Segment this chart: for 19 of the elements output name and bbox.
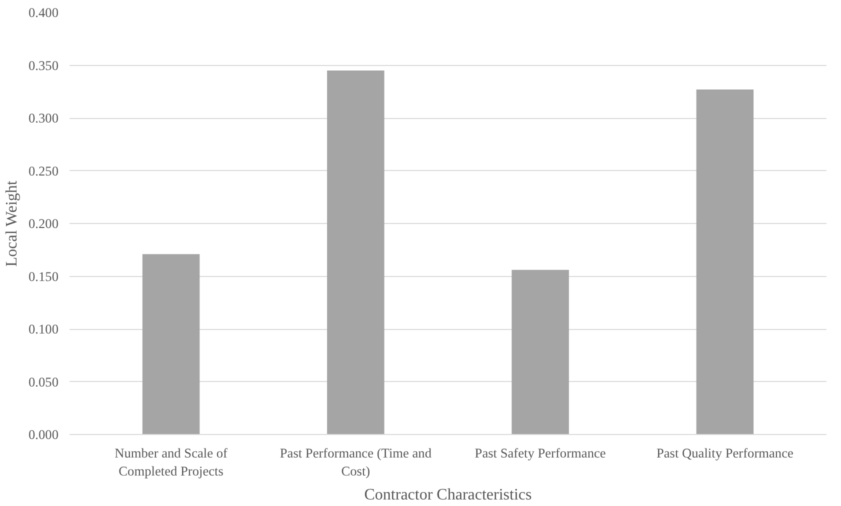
x-tick-label: Past Performance (Time and Cost) bbox=[280, 446, 432, 478]
y-tick-label: 0.100 bbox=[28, 322, 59, 336]
bar bbox=[327, 70, 384, 434]
bar bbox=[142, 254, 200, 434]
x-tick-label: Number and Scale of Completed Projects bbox=[114, 446, 228, 478]
x-axis-title: Contractor Characteristics bbox=[364, 486, 532, 504]
x-tick-label: Past Quality Performance bbox=[656, 446, 794, 460]
y-tick-label: 0.150 bbox=[28, 268, 59, 284]
y-tick-label: 0.200 bbox=[28, 216, 59, 231]
y-tick-label: 0.050 bbox=[28, 374, 59, 390]
bar bbox=[696, 90, 754, 434]
y-tick-label: 0.350 bbox=[28, 58, 59, 73]
y-tick-label: 0.300 bbox=[28, 110, 59, 126]
y-tick-label: 0.250 bbox=[28, 163, 59, 178]
x-tick-label: Past Safety Performance bbox=[474, 446, 606, 460]
bar bbox=[512, 270, 569, 434]
y-tick-label: 0.400 bbox=[28, 5, 59, 20]
y-axis-title: Local Weight bbox=[4, 180, 21, 267]
y-tick-label: 0.000 bbox=[28, 427, 59, 442]
